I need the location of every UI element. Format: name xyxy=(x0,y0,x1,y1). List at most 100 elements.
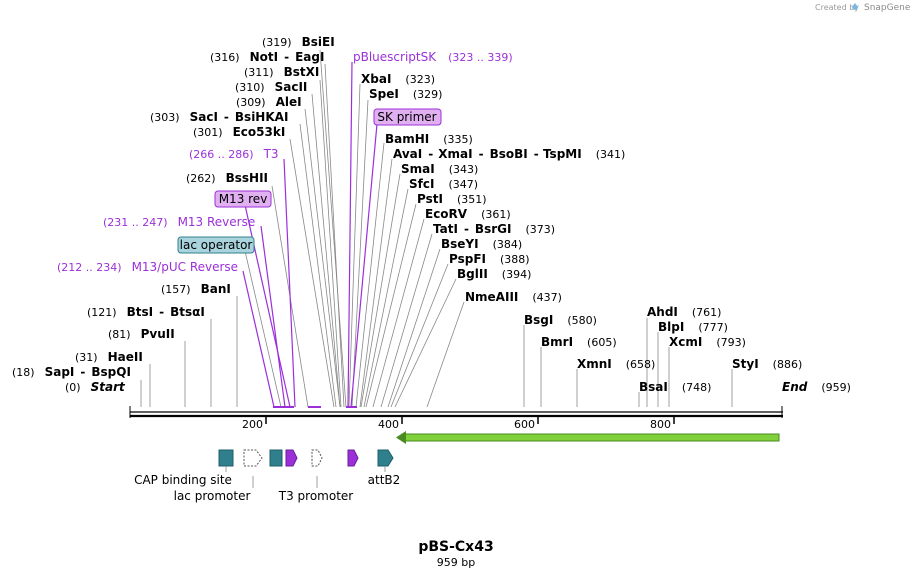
svg-text:BseYI(384): BseYI (384) xyxy=(441,237,522,251)
svg-text:(231 .. 247)M13 Reverse: (231 .. 247) M13 Reverse xyxy=(103,215,255,229)
site-BsoBI: BsoBI xyxy=(490,147,528,161)
svg-text:(121)BtsI-BtsαI: (121) BtsI - BtsαI xyxy=(87,305,205,319)
t3-promoter-glyph xyxy=(311,449,323,467)
site-XmnI: XmnI xyxy=(577,357,612,371)
svg-text:(301)Eco53kI: (301) Eco53kI xyxy=(193,125,285,139)
map-length: 959 bp xyxy=(437,556,475,569)
site-BtsaI: BtsαI xyxy=(170,305,205,319)
snapgene-drop-icon xyxy=(852,3,858,10)
site-PstI: PstI xyxy=(417,192,443,206)
svg-text:EcoRV(361): EcoRV (361) xyxy=(425,207,511,221)
svg-text:(0)Start: (0) Start xyxy=(65,380,126,394)
feature-cap-binding-site: CAP binding site xyxy=(134,473,232,487)
site-BsiEI: BsiEI xyxy=(302,35,335,49)
site-HaeII: HaeII xyxy=(108,350,143,364)
tick-label-400: 400 xyxy=(378,418,399,431)
sk-glyph xyxy=(347,449,359,467)
svg-text:SfcI(347): SfcI (347) xyxy=(409,177,478,191)
site-AhdI: AhdI xyxy=(647,305,678,319)
site-EcoRV: EcoRV xyxy=(425,207,468,221)
site-TspMI: TspMI xyxy=(543,147,582,161)
site-BseYI: BseYI xyxy=(441,237,479,251)
lac-operator-glyph xyxy=(269,449,283,467)
lac-operator-box xyxy=(177,236,255,254)
svg-text:NmeAIII(437): NmeAIII (437) xyxy=(465,290,562,304)
svg-text:End(959): End (959) xyxy=(782,380,851,394)
feature-leaders xyxy=(242,61,378,408)
site-AleI: AleI xyxy=(276,95,302,109)
leader-lines xyxy=(140,49,733,408)
cap-site-glyph xyxy=(218,449,234,467)
m13-glyph xyxy=(285,449,298,467)
lac-promoter-glyph xyxy=(243,449,263,467)
svg-text:pBluescriptSK(323 .. 339): pBluescriptSK (323 .. 339) xyxy=(353,50,513,64)
site-SacII: SacII xyxy=(275,80,308,94)
sk-primer-box xyxy=(373,108,442,126)
svg-text:(81)PvuII: (81) PvuII xyxy=(108,327,175,341)
enzyme-labels-left: (319) BsiEI (316) NotI - EagI (311) BstXI (31… xyxy=(12,35,335,394)
site-PvuII: PvuII xyxy=(141,327,175,341)
site-XmaI: XmaI xyxy=(438,147,472,161)
feature-lac-promoter: lac promoter xyxy=(174,489,251,503)
axis-ticks xyxy=(265,416,675,424)
site-BsrGI: BsrGI xyxy=(475,222,512,236)
site-BglII: BglII xyxy=(457,267,488,281)
svg-text:(18)SapI-BspQI: (18) SapI - BspQI xyxy=(12,365,131,379)
site-BsaI: BsaI xyxy=(639,380,668,394)
credit-text: Created by xyxy=(815,3,859,12)
svg-text:SpeI(329): SpeI (329) xyxy=(369,87,442,101)
feature-attb2: attB2 xyxy=(368,473,401,487)
site-BanI: BanI xyxy=(201,282,231,296)
feature-m13-puc-reverse: M13/pUC Reverse xyxy=(132,260,239,274)
m13-rev-box xyxy=(214,190,272,208)
site-SfcI: SfcI xyxy=(409,177,434,191)
feature-lac-operator: lac operator xyxy=(180,238,253,252)
svg-text:PspFI(388): PspFI (388) xyxy=(449,252,530,266)
svg-text:(262)BssHII: (262) BssHII xyxy=(186,171,268,185)
svg-text:(31)HaeII: (31) HaeII xyxy=(75,350,143,364)
svg-text:(309)AleI: (309) AleI xyxy=(236,95,302,109)
svg-text:(316)NotI-EagI: (316) NotI - EagI xyxy=(210,50,324,64)
svg-text:(311)BstXI: (311) BstXI xyxy=(244,65,319,79)
site-StyI: StyI xyxy=(732,357,759,371)
feature-glyphs xyxy=(218,449,394,467)
map-title: pBS-Cx43 xyxy=(418,539,493,555)
site-SpeI: SpeI xyxy=(369,87,399,101)
site-BssHII: BssHII xyxy=(226,171,268,185)
site-BsiHKAI: BsiHKAI xyxy=(235,110,289,124)
feature-t3-promoter: T3 promoter xyxy=(278,489,354,503)
site-NotI: NotI xyxy=(250,50,279,64)
site-Eco53kI: Eco53kI xyxy=(233,125,286,139)
site-PspFI: PspFI xyxy=(449,252,486,266)
feature-sk-primer: SK primer xyxy=(377,110,436,124)
site-SapI: SapI xyxy=(45,365,75,379)
svg-text:AhdI(761): AhdI (761) xyxy=(647,305,721,319)
svg-text:BsgI(580): BsgI (580) xyxy=(524,313,597,327)
feature-t3: T3 xyxy=(263,147,279,161)
svg-text:(303)SacI-BsiHKAI: (303) SacI - BsiHKAI xyxy=(150,110,288,124)
tick-label-200: 200 xyxy=(242,418,263,431)
site-XcmI: XcmI xyxy=(669,335,702,349)
site-start: Start xyxy=(91,380,126,394)
site-TatI: TatI xyxy=(433,222,458,236)
svg-text:BamHI(335): BamHI (335) xyxy=(385,132,473,146)
svg-text:(157)BanI: (157) BanI xyxy=(161,282,231,296)
svg-text:TatI-BsrGI(373): TatI - BsrGI (373) xyxy=(433,222,555,236)
svg-text:XcmI(793): XcmI (793) xyxy=(669,335,746,349)
site-NmeAIII: NmeAIII xyxy=(465,290,518,304)
attb2-glyph xyxy=(377,449,394,467)
svg-text:BlpI(777): BlpI (777) xyxy=(658,320,728,334)
svg-text:AvaI-XmaI-BsoBI-TspMI(341): AvaI - XmaI - BsoBI - TspMI (341) xyxy=(393,147,625,161)
svg-text:(310)SacII: (310) SacII xyxy=(235,80,307,94)
site-EagI: EagI xyxy=(295,50,324,64)
site-XbaI: XbaI xyxy=(361,72,391,86)
feature-labels-above: pBluescriptSK (323 .. 339) SK primer (266… xyxy=(57,50,513,274)
site-BlpI: BlpI xyxy=(658,320,684,334)
svg-text:XbaI(323): XbaI (323) xyxy=(361,72,435,86)
site-BstXI: BstXI xyxy=(284,65,320,79)
site-SmaI: SmaI xyxy=(401,162,435,176)
tick-label-800: 800 xyxy=(650,418,671,431)
svg-text:StyI(886): StyI (886) xyxy=(732,357,802,371)
svg-text:(212 .. 234)M13/pUC Reverse: (212 .. 234) M13/pUC Reverse xyxy=(57,260,238,274)
feature-pbluescriptsk: pBluescriptSK xyxy=(353,50,437,64)
